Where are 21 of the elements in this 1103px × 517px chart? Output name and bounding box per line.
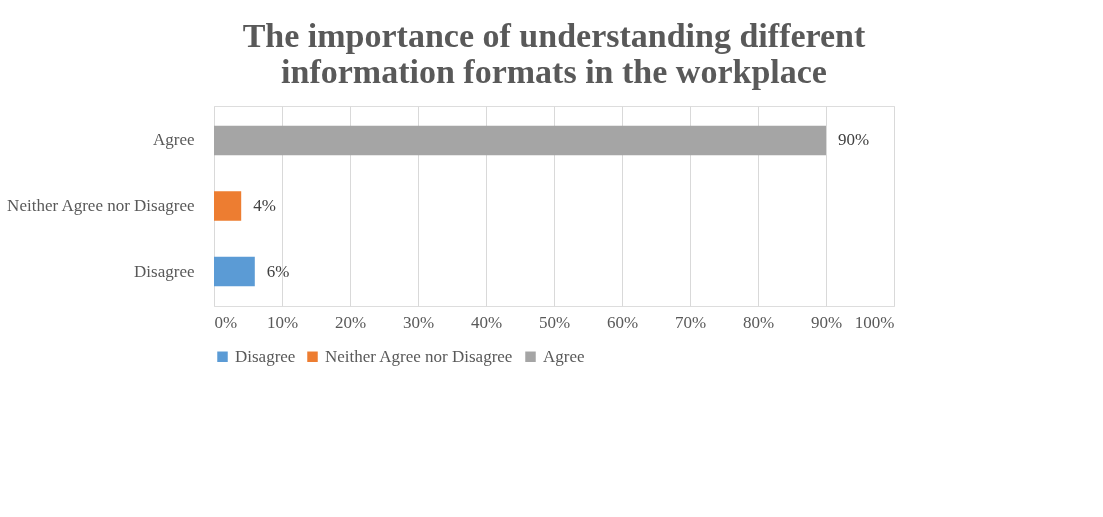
x-tick-label: 70% — [674, 312, 707, 332]
x-tick-label: 40% — [470, 312, 503, 332]
y-tick-label: Agree — [152, 130, 195, 150]
data-label: 4% — [253, 196, 276, 215]
legend-label: Agree — [543, 346, 585, 366]
legend-label: Disagree — [235, 346, 296, 366]
x-tick-label: 50% — [538, 312, 571, 332]
chart-title: The importance of understanding different information formats in the workplace — [242, 17, 867, 90]
data-label: 90% — [838, 130, 870, 150]
x-tick-label: 100% — [854, 312, 895, 332]
legend-label: Neither Agree nor Disagree — [325, 346, 513, 366]
x-tick-label: 10% — [266, 312, 299, 332]
x-tick-label: 80% — [742, 312, 775, 332]
y-tick-label: Disagree — [134, 261, 195, 281]
x-tick-label: 90% — [810, 312, 843, 332]
x-tick-label: 30% — [402, 312, 435, 332]
data-label: 6% — [266, 261, 290, 281]
x-tick-label: 0% — [214, 312, 238, 332]
x-tick-label: 60% — [606, 312, 639, 332]
x-tick-label: 20% — [334, 312, 367, 332]
y-tick-label: Neither Agree nor Disagree — [7, 196, 195, 215]
